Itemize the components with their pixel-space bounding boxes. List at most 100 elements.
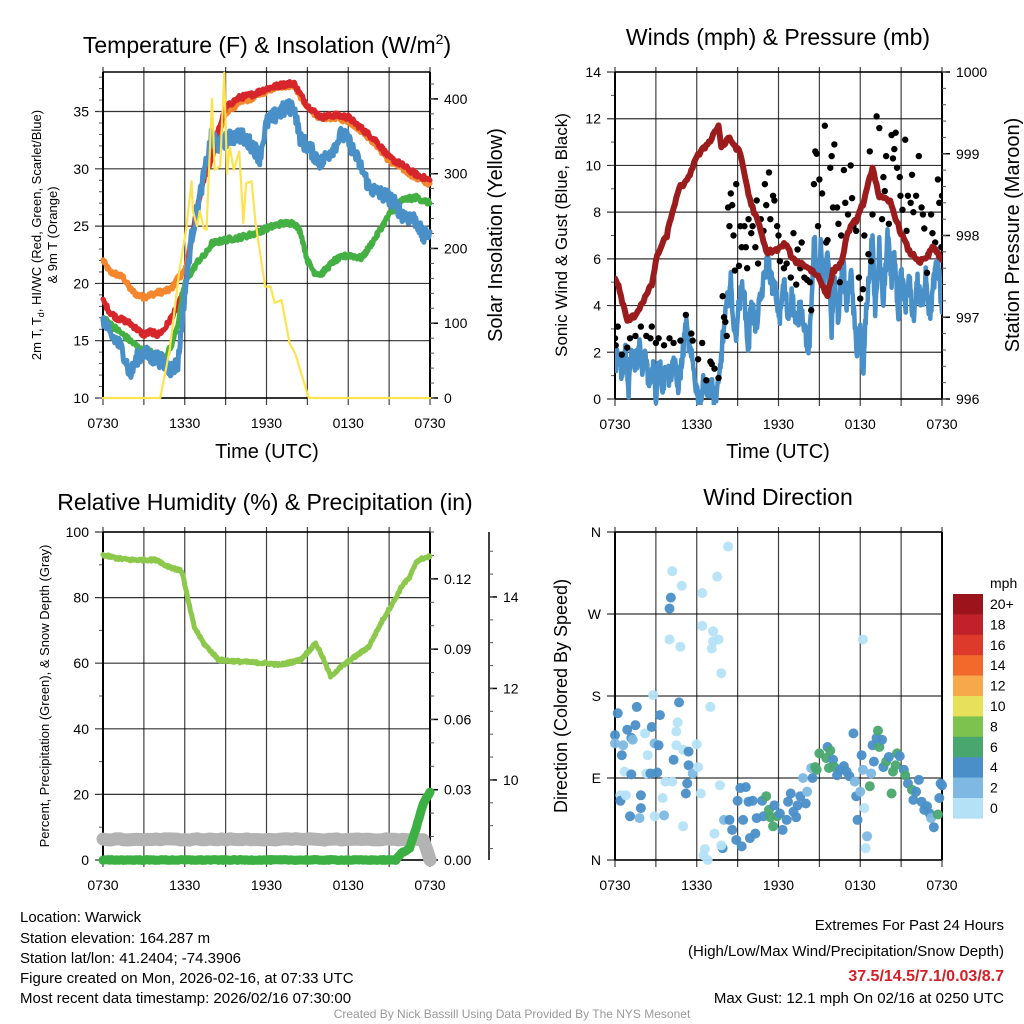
humidity-y-axis-title: Percent, Precipitation (Green), & Snow D… [37, 545, 52, 848]
gust-point [918, 204, 925, 211]
sonic-wind-line [615, 226, 942, 405]
gust-point [776, 257, 784, 265]
x-tick-label: 0730 [926, 877, 957, 893]
wind-direction-point [811, 764, 822, 775]
wind-direction-point [675, 641, 686, 652]
wind-direction-point [807, 773, 818, 783]
wind-direction-point [616, 750, 627, 761]
wind-direction-point [932, 809, 943, 820]
wind-direction-point [768, 821, 779, 832]
wind-direction-point [848, 728, 859, 739]
wind-direction-point [856, 750, 867, 761]
gust-point [765, 169, 773, 176]
gust-point [748, 229, 755, 237]
direction-y-axis-title: Direction (Colored By Speed) [551, 579, 571, 813]
right-tick-label: 300 [444, 166, 468, 182]
wind-direction-point [894, 751, 905, 762]
right-tick-label: 100 [444, 315, 468, 331]
wind-direction-point [678, 821, 689, 832]
gust-point [794, 246, 801, 253]
right-tick-label: 996 [956, 391, 980, 407]
temperature-y-axis-title: 2m T, Td, HI/WC (Red, Green, Scarlet/Blu… [29, 110, 46, 360]
gust-point [936, 199, 942, 206]
gust-point [733, 180, 740, 188]
footer-extremes: Extremes For Past 24 Hours (High/Low/Max… [688, 917, 1004, 1007]
wind-direction-point [716, 668, 727, 679]
wind-direction-point [683, 760, 694, 771]
wind-direction-point [727, 824, 738, 835]
wind-direction-point [732, 795, 743, 806]
wind-direction-point [635, 790, 646, 801]
wind-direction-point [631, 701, 642, 712]
solar-insolation-line [101, 71, 432, 400]
gust-point [745, 215, 752, 223]
gust-point [833, 204, 841, 211]
y-tick-label: 4 [593, 298, 601, 314]
max-gust-text: Max Gust: 12.1 mph On 02/16 at 0250 UTC [714, 990, 1004, 1007]
gust-point [818, 190, 826, 197]
gust-point [753, 197, 760, 204]
gust-point [793, 281, 800, 288]
credit-text: Created By Nick Bassill Using Data Provi… [334, 1007, 691, 1021]
wind-direction-point [612, 708, 623, 719]
wind-direction-point [674, 697, 685, 708]
gust-point [763, 201, 770, 209]
gust-point [938, 243, 942, 251]
wind-direction-point [791, 812, 802, 823]
legend-label: 0 [990, 800, 998, 816]
gust-point [881, 187, 888, 195]
gust-point [689, 337, 696, 344]
wind-direction-points [610, 541, 947, 865]
gust-point [821, 122, 829, 129]
gust-point [632, 332, 639, 340]
gust-point [722, 318, 729, 326]
gust-point [615, 335, 619, 342]
gust-point [798, 239, 805, 246]
wind-direction-point [792, 800, 803, 811]
gust-point [703, 377, 710, 384]
y-tick-label: E [592, 770, 601, 786]
wind-direction-point [680, 788, 691, 799]
right-tick-label: 1000 [956, 64, 987, 80]
wind-direction-point [747, 795, 758, 806]
wind-direction-point [714, 780, 725, 791]
y-tick-label: 20 [73, 275, 89, 291]
legend-swatch [953, 696, 983, 717]
legend-swatch [953, 594, 983, 615]
extremes-legend: (High/Low/Max Wind/Precipitation/Snow De… [688, 943, 1004, 960]
gust-point [861, 232, 868, 239]
wind-direction-point [708, 626, 719, 637]
wind-direction-point [610, 730, 620, 741]
wind-direction-point [740, 782, 751, 793]
gust-point [878, 215, 886, 223]
x-tick-label: 1330 [681, 877, 712, 893]
x-tick-label: 0730 [599, 877, 630, 893]
gust-point [754, 260, 762, 267]
gust-point [837, 232, 845, 239]
gust-point [715, 374, 722, 382]
y-tick-label: 0 [593, 391, 601, 407]
gust-point [624, 344, 631, 351]
wind-direction-point [624, 811, 635, 822]
legend-label: 16 [990, 637, 1006, 653]
wind-direction-point [642, 750, 653, 761]
gust-point [806, 279, 814, 286]
temperature-panel-title: Temperature (F) & Insolation (W/m2) [83, 31, 451, 58]
wind-direction-point [866, 768, 877, 779]
temperature-y-axis-title-line2: & 9m T (Orange) [45, 186, 60, 283]
wind-direction-point [857, 634, 868, 645]
x-tick-label: 1930 [251, 877, 282, 893]
location-text: Location: Warwick [20, 909, 142, 926]
gust-point [915, 152, 923, 160]
x-tick-label: 1930 [763, 877, 794, 893]
wind-direction-point [868, 756, 879, 767]
right-tick-label: 0.12 [444, 571, 471, 587]
wind-direction-point [716, 840, 727, 851]
gust-point [749, 222, 756, 230]
wind-direction-point [712, 571, 723, 582]
gust-point [728, 201, 736, 209]
wind-direction-point [627, 734, 638, 745]
y-tick-label: 80 [73, 590, 89, 606]
wind-direction-point [697, 588, 708, 599]
gust-point [929, 229, 936, 237]
